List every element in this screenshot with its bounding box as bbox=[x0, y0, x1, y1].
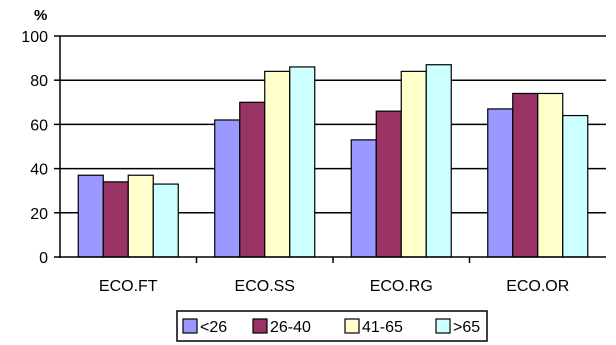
y-axis-label: % bbox=[34, 7, 47, 24]
bar bbox=[512, 92, 539, 258]
legend-swatch bbox=[435, 318, 451, 334]
bar bbox=[214, 119, 241, 258]
bars bbox=[77, 64, 589, 258]
y-tick-label: 100 bbox=[21, 29, 48, 46]
x-tick-label: ECO.FT bbox=[99, 278, 158, 295]
bar bbox=[77, 174, 104, 258]
axes: 0 20 40 60 80 100 ECO.FT ECO.SS ECO.RG ECO.OR bbox=[21, 29, 606, 295]
legend-swatch bbox=[344, 318, 360, 334]
legend-label: >65 bbox=[453, 319, 480, 336]
bar bbox=[487, 108, 514, 258]
bar bbox=[239, 101, 266, 258]
bar bbox=[264, 70, 291, 258]
legend-swatch bbox=[252, 318, 268, 334]
y-tick-label: 80 bbox=[30, 73, 48, 90]
legend-box bbox=[176, 310, 488, 342]
y-tick-label: 40 bbox=[30, 162, 48, 179]
legend-label: 26-40 bbox=[270, 319, 311, 336]
y-tick-label: 60 bbox=[30, 117, 48, 134]
bar bbox=[375, 110, 402, 258]
bar bbox=[289, 66, 316, 258]
legend-label: 41-65 bbox=[362, 319, 403, 336]
x-tick-label: ECO.SS bbox=[235, 278, 295, 295]
bar bbox=[127, 174, 154, 258]
legend-swatch bbox=[182, 318, 198, 334]
bar bbox=[400, 70, 427, 258]
y-tick-label: 20 bbox=[30, 206, 48, 223]
bar bbox=[425, 64, 452, 258]
bar bbox=[562, 114, 589, 258]
bar bbox=[102, 181, 129, 258]
x-tick-label: ECO.OR bbox=[506, 278, 569, 295]
legend: <26 26-40 41-65 >65 bbox=[176, 310, 488, 342]
y-tick-label: 0 bbox=[39, 250, 48, 267]
bar bbox=[152, 183, 179, 258]
bar bbox=[537, 92, 564, 258]
x-tick-label: ECO.RG bbox=[370, 278, 433, 295]
legend-label: <26 bbox=[200, 319, 227, 336]
bar bbox=[350, 139, 377, 258]
